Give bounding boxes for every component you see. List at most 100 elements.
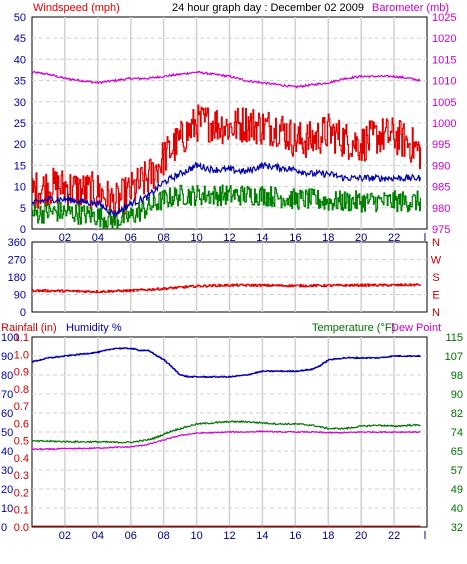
x-tick-label: 18: [322, 232, 334, 244]
x-tick-label: 08: [158, 530, 170, 542]
x-tick-label: 14: [256, 530, 268, 542]
x-tick-label: l: [424, 232, 426, 244]
rainfall-tick-label: 0.1: [14, 505, 29, 517]
windspeed-tick-label: 0: [20, 224, 26, 236]
rainfall-tick-label: 0.0: [14, 522, 29, 534]
humidity-tick-label: 60: [1, 408, 13, 420]
barometer-tick-label: 975: [432, 224, 450, 236]
x-tick-label: l: [424, 530, 426, 542]
x-tick-label: 10: [190, 232, 202, 244]
windspeed-low-line: [32, 184, 421, 230]
temperature-tick-label: 74: [451, 427, 463, 439]
windspeed-average-line: [31, 161, 421, 219]
windspeed-tick-label: 20: [14, 139, 26, 151]
compass-label: N: [432, 307, 440, 319]
humidity-tick-label: 40: [1, 446, 13, 458]
windspeed-tick-label: 10: [14, 182, 26, 194]
windspeed-gust-line: [32, 104, 421, 223]
x-tick-label: 12: [223, 530, 235, 542]
rainfall-tick-label: 0.2: [14, 487, 29, 499]
humidity-axis-label: Humidity %: [66, 322, 122, 334]
compass-label: W: [431, 255, 442, 267]
temperature-axis-label: Temperature (°F): [312, 322, 395, 334]
barometer-tick-label: 1010: [432, 76, 456, 88]
barometer-line: [31, 70, 421, 89]
barometer-tick-label: 985: [432, 182, 450, 194]
rainfall-tick-label: 1.0: [14, 349, 29, 361]
barometer-tick-label: 1005: [432, 97, 456, 109]
wind-direction-line: [32, 283, 421, 294]
rainfall-tick-label: 0.9: [14, 367, 29, 379]
windspeed-tick-label: 15: [14, 160, 26, 172]
rainfall-tick-label: 0.3: [14, 470, 29, 482]
x-tick-label: 20: [355, 232, 367, 244]
humidity-tick-label: 90: [1, 351, 13, 363]
rainfall-axis-label: Rainfall (in): [1, 322, 57, 334]
windspeed-axis-label: Windspeed (mph): [33, 2, 120, 14]
windspeed-tick-label: 50: [14, 12, 26, 24]
barometer-tick-label: 1015: [432, 54, 456, 66]
x-tick-label: 18: [322, 530, 334, 542]
x-tick-label: 04: [92, 530, 104, 542]
humidity-tick-label: 20: [1, 484, 13, 496]
chart-layer: 0510152025303540455097598098599099510001…: [1, 12, 463, 542]
temperature-tick-label: 65: [451, 446, 463, 458]
temperature-tick-label: 90: [451, 389, 463, 401]
rainfall-tick-label: 1.1: [14, 332, 29, 344]
temperature-tick-label: 49: [451, 484, 463, 496]
temperature-tick-label: 98: [451, 370, 463, 382]
wind-direction-tick-label: 360: [8, 237, 26, 249]
x-tick-label: 08: [158, 232, 170, 244]
windspeed-tick-label: 30: [14, 97, 26, 109]
compass-label: S: [432, 272, 439, 284]
x-tick-label: 16: [289, 530, 301, 542]
barometer-tick-label: 980: [432, 203, 450, 215]
rainfall-tick-label: 0.8: [14, 384, 29, 396]
compass-label: E: [432, 290, 439, 302]
temperature-tick-label: 32: [451, 522, 463, 534]
temperature-line: [31, 420, 421, 444]
barometer-tick-label: 1025: [432, 12, 456, 24]
humidity-tick-label: 80: [1, 370, 13, 382]
x-tick-label: 16: [289, 232, 301, 244]
temperature-tick-label: 115: [445, 332, 463, 344]
dewpoint-line: [31, 429, 421, 451]
graph-title: 24 hour graph day : December 02 2009: [172, 2, 364, 14]
windspeed-tick-label: 35: [14, 76, 26, 88]
wind-direction-tick-label: 90: [14, 290, 26, 302]
windspeed-tick-label: 40: [14, 54, 26, 66]
windspeed-tick-label: 5: [20, 203, 26, 215]
humidity-tick-label: 30: [1, 465, 13, 477]
rainfall-tick-label: 0.5: [14, 436, 29, 448]
humidity-tick-label: 70: [1, 389, 13, 401]
humidity-tick-label: 50: [1, 427, 13, 439]
temperature-tick-label: 82: [451, 408, 463, 420]
x-tick-label: 04: [92, 232, 104, 244]
wind-direction-tick-label: 0: [20, 307, 26, 319]
temperature-tick-label: 40: [451, 503, 463, 515]
x-tick-label: 02: [59, 530, 71, 542]
rainfall-tick-label: 0.6: [14, 418, 29, 430]
barometer-axis-label: Barometer (mb): [372, 2, 449, 14]
barometer-tick-label: 990: [432, 160, 450, 172]
barometer-tick-label: 995: [432, 139, 450, 151]
windspeed-tick-label: 25: [14, 118, 26, 130]
x-tick-label: 02: [59, 232, 71, 244]
x-tick-label: 06: [125, 530, 137, 542]
humidity-tick-label: 100: [1, 332, 19, 344]
x-tick-label: 10: [190, 530, 202, 542]
humidity-line: [32, 347, 421, 378]
windspeed-tick-label: 45: [14, 33, 26, 45]
barometer-tick-label: 1020: [432, 33, 456, 45]
dewpoint-axis-label: Dew Point: [391, 322, 441, 334]
barometer-tick-label: 1000: [432, 118, 456, 130]
rainfall-tick-label: 0.4: [14, 453, 29, 465]
temperature-tick-label: 57: [451, 465, 463, 477]
humidity-tick-label: 0: [1, 522, 7, 534]
x-tick-label: 22: [388, 232, 400, 244]
x-tick-label: 12: [223, 232, 235, 244]
wind-direction-tick-label: 270: [8, 255, 26, 267]
humidity-tick-label: 10: [1, 503, 13, 515]
